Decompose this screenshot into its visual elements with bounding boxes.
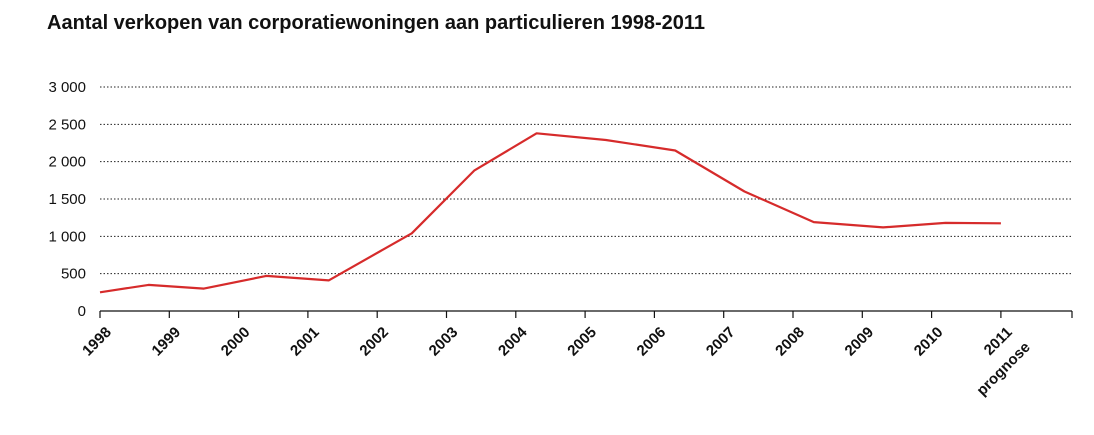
y-tick-label: 1 500 [48, 191, 86, 208]
y-tick-label: 2 000 [48, 154, 86, 171]
x-tick-label: 2007 [703, 324, 739, 360]
x-tick-label: 2000 [218, 324, 254, 360]
y-tick-label: 1 000 [48, 228, 86, 245]
y-tick-label: 2 500 [48, 116, 86, 133]
x-tick-label: 1998 [79, 324, 115, 360]
x-tick-label: 1999 [149, 324, 185, 360]
x-tick-label: 2006 [634, 324, 670, 360]
x-axis: 1998 1999 2000 2001 2002 2003 2004 2005 2006 2007… [79, 310, 1073, 399]
y-tick-label: 500 [61, 266, 86, 283]
series-line [99, 132, 1001, 294]
x-tick-label: 2008 [772, 324, 808, 360]
x-tick-label: 2001 [287, 324, 323, 360]
grid-lines [100, 86, 1072, 275]
y-axis-ticks: 0 500 1 000 1 500 2 000 2 500 3 000 [48, 79, 86, 320]
x-tick-label: 2010 [911, 324, 947, 360]
y-tick-label: 0 [78, 303, 86, 320]
x-tick-label: 2009 [842, 324, 878, 360]
series-lines [99, 132, 1001, 294]
chart-title: Aantal verkopen van corporatiewoningen a… [47, 12, 706, 34]
x-tick-label: 2003 [426, 324, 462, 360]
y-tick-label: 3 000 [48, 79, 86, 96]
x-tick-label: 2002 [356, 324, 392, 360]
x-tick-label: 2005 [564, 324, 600, 360]
x-tick-label: 2004 [495, 323, 531, 359]
